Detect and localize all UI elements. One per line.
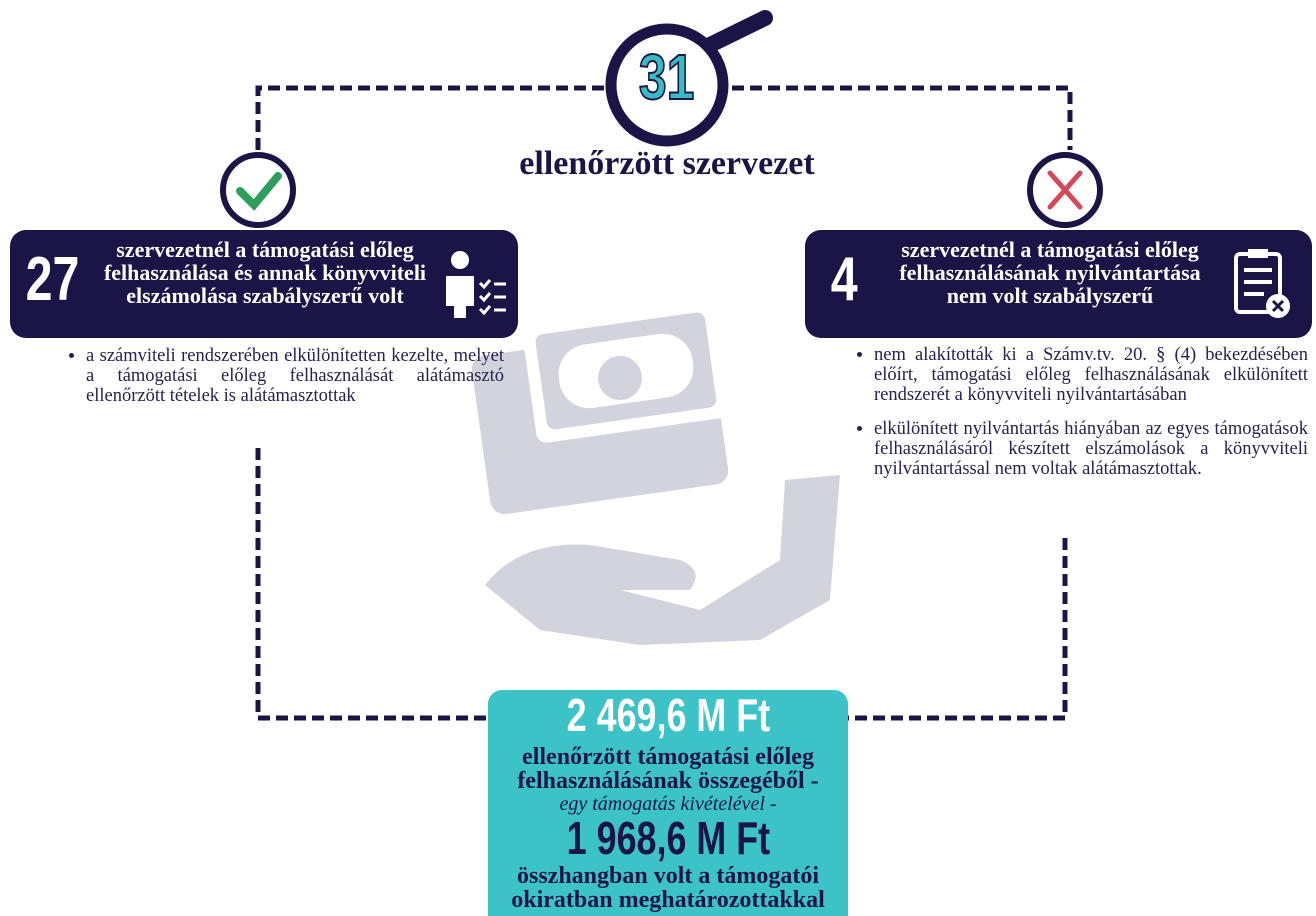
money-icon xyxy=(471,299,840,645)
right-title: szervezetnél a támogatási előleg felhasz… xyxy=(899,237,1201,308)
clipboard-icon xyxy=(1234,249,1290,318)
center-count-wrap: 31 xyxy=(607,40,727,115)
person-icon xyxy=(446,251,506,318)
magnifier xyxy=(605,10,773,147)
total-label: ellenőrzött támogatási előleg felhasznál… xyxy=(517,744,819,794)
center-label: ellenőrzött szervezet xyxy=(519,145,815,182)
right-bullets: nem alakították ki a Számv.tv. 20. § (4)… xyxy=(858,345,1308,493)
note: egy támogatás kivételével - xyxy=(559,793,777,815)
left-bullet: a számviteli rendszerében elkülönítetten… xyxy=(86,346,504,406)
right-count-wrap: 4 xyxy=(827,244,861,316)
matched-label: összhangban volt a támogatói okiratban m… xyxy=(511,863,825,913)
right-bullet: nem alakították ki a Számv.tv. 20. § (4)… xyxy=(874,345,1308,405)
center-count: 31 xyxy=(638,40,695,114)
left-box: 27 szervezetnél a támogatási előleg felh… xyxy=(10,230,518,338)
total-wrap: 2 469,6 M Ft xyxy=(488,690,848,741)
left-title: szervezetnél a támogatási előleg felhasz… xyxy=(103,237,427,308)
connector-lines xyxy=(255,85,1073,721)
left-bullets: a számviteli rendszerében elkülönítetten… xyxy=(70,346,504,420)
matched-wrap: 1 968,6 M Ft xyxy=(488,815,848,862)
left-count: 27 xyxy=(25,245,80,314)
cross-icon xyxy=(1027,152,1103,228)
matched: 1 968,6 M Ft xyxy=(566,812,770,864)
right-box: 4 szervezetnél a támogatási előleg felha… xyxy=(805,230,1312,338)
right-count: 4 xyxy=(830,245,858,314)
right-bullet: elkülönített nyilvántartás hiányában az … xyxy=(874,419,1308,479)
check-icon xyxy=(220,152,296,228)
summary-box: 2 469,6 M Ft ellenőrzött támogatási elől… xyxy=(488,690,848,916)
total: 2 469,6 M Ft xyxy=(566,689,770,741)
left-count-wrap: 27 xyxy=(18,244,87,316)
